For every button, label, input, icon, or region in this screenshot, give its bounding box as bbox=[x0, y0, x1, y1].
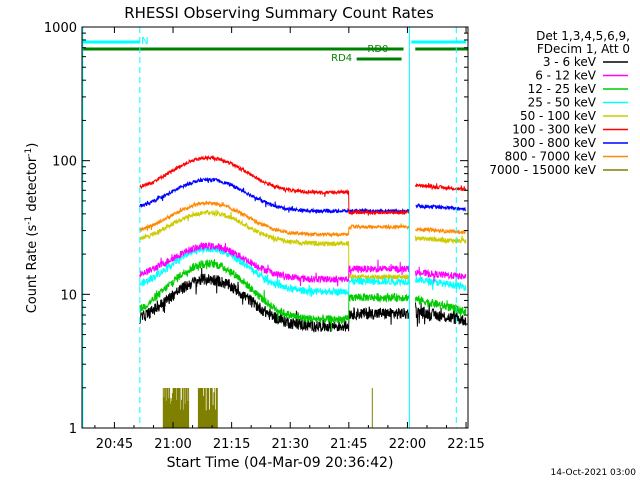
y-tick-label: 100 bbox=[52, 155, 77, 170]
legend-label: 12 - 25 keV bbox=[528, 82, 597, 96]
legend-label: 25 - 50 keV bbox=[528, 96, 597, 110]
x-tick-label: 22:00 bbox=[389, 437, 426, 452]
series-line-50-100-kev-seg1 bbox=[139, 209, 410, 283]
x-tick-label: 22:15 bbox=[447, 437, 484, 452]
y-tick-label: 1 bbox=[69, 422, 77, 437]
y-tick-label: 1000 bbox=[44, 21, 77, 36]
x-tick-label: 21:30 bbox=[272, 437, 309, 452]
series-line-50-100-kev-seg2 bbox=[415, 235, 467, 245]
series-line-100-300-kev-seg2 bbox=[415, 182, 467, 192]
legend-label: 800 - 7000 keV bbox=[505, 150, 597, 164]
legend-label: 3 - 6 keV bbox=[543, 55, 597, 69]
series-line-12-25-kev-seg1 bbox=[139, 259, 410, 332]
status-label-rd4: RD4 bbox=[331, 53, 352, 64]
y-axis-label: Count Rate (s-1 detector-1) bbox=[24, 143, 40, 314]
legend-header-line-2: FDecim 1, Att 0 bbox=[537, 42, 630, 56]
series-line-3-6-kev-seg2 bbox=[415, 302, 467, 327]
status-label-n: N bbox=[141, 36, 148, 47]
status-label-rd0: RD0 bbox=[367, 44, 388, 55]
footer-date: 14-Oct-2021 03:00 bbox=[551, 468, 637, 478]
series-line-3-6-kev-seg1 bbox=[139, 267, 410, 333]
plot-frame bbox=[81, 26, 469, 429]
series-line-800-7000-kev-seg1 bbox=[139, 200, 410, 238]
series-line-800-7000-kev-seg2 bbox=[415, 226, 467, 235]
legend-label: 50 - 100 keV bbox=[520, 109, 597, 123]
legend-label: 7000 - 15000 keV bbox=[489, 163, 596, 177]
series-line-25-50-kev-seg2 bbox=[415, 276, 467, 291]
x-tick-label: 20:45 bbox=[96, 437, 133, 452]
series-line-7000-15000-kev bbox=[162, 388, 373, 428]
x-tick-label: 21:45 bbox=[330, 437, 367, 452]
legend-label: 6 - 12 keV bbox=[535, 69, 597, 83]
legend-label: 100 - 300 keV bbox=[512, 123, 596, 137]
chart-title: RHESSI Observing Summary Count Rates bbox=[124, 4, 434, 22]
legend-label: 300 - 800 keV bbox=[512, 136, 596, 150]
legend: Det 1,3,4,5,6,9, FDecim 1, Att 0 3 - 6 k… bbox=[489, 29, 630, 177]
x-tick-label: 21:00 bbox=[154, 437, 191, 452]
x-axis-label: Start Time (04-Mar-09 20:36:42) bbox=[167, 455, 394, 471]
series-line-12-25-kev-seg2 bbox=[415, 294, 467, 319]
legend-header-line-1: Det 1,3,4,5,6,9, bbox=[536, 29, 630, 43]
series-line-6-12-kev-seg2 bbox=[415, 266, 467, 283]
series-line-300-800-kev-seg2 bbox=[415, 202, 467, 212]
series-line-6-12-kev-seg1 bbox=[139, 241, 410, 287]
series-line-100-300-kev-seg1 bbox=[139, 154, 410, 216]
y-tick-label: 10 bbox=[60, 288, 77, 303]
x-tick-label: 21:15 bbox=[213, 437, 250, 452]
series-line-25-50-kev-seg1 bbox=[139, 244, 410, 297]
